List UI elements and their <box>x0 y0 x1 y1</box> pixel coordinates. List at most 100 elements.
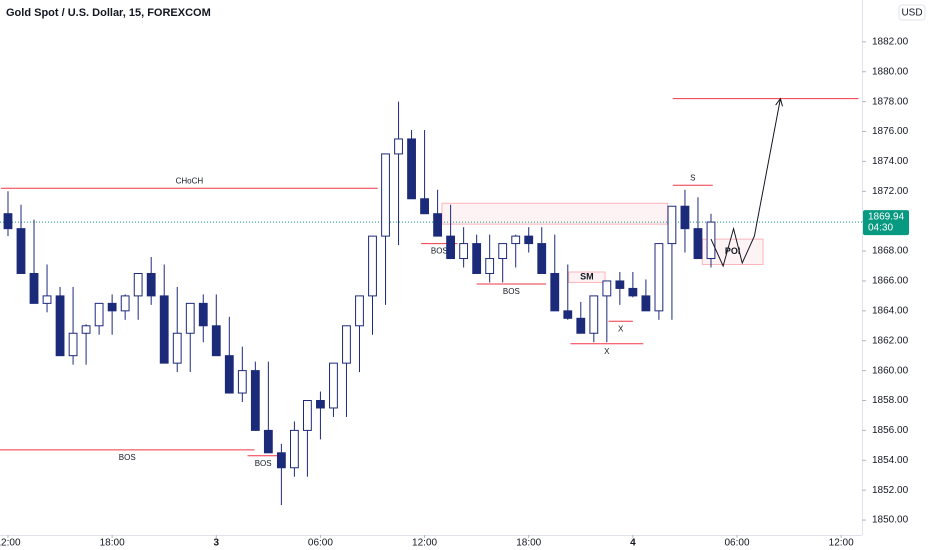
y-tick-label: 1860.00 <box>872 365 909 376</box>
y-tick-label: 1880.00 <box>872 66 909 77</box>
candle-body <box>16 228 26 274</box>
candle-body <box>342 325 351 364</box>
candle-body <box>628 287 638 297</box>
candle-body <box>394 138 403 155</box>
y-tick-label: 1862.00 <box>872 335 909 346</box>
y-tick-label: 1868.00 <box>872 246 909 257</box>
x-tick-label: 06:00 <box>725 538 750 549</box>
candle-body <box>693 228 703 260</box>
y-tick-label: 1876.00 <box>872 126 909 137</box>
x-tick-label: 18:00 <box>516 538 541 549</box>
zone <box>568 271 606 283</box>
candle-body <box>498 243 508 260</box>
chart-title: Gold Spot / U.S. Dollar, 15, FOREXCOM <box>6 7 211 19</box>
candle-body <box>459 243 469 260</box>
candle-body <box>133 272 143 297</box>
y-tick-label: 1856.00 <box>872 425 909 436</box>
candle-body <box>211 325 221 357</box>
y-tick-label: 1854.00 <box>872 455 909 466</box>
currency-box[interactable] <box>898 4 926 21</box>
zone-label: POI <box>725 246 741 256</box>
candle-body <box>667 205 677 245</box>
candle-body <box>615 280 625 289</box>
y-tick-label: 1858.00 <box>872 395 909 406</box>
last-price-box <box>863 210 909 236</box>
candle-body <box>94 302 104 327</box>
currency[interactable]: USD <box>901 8 922 19</box>
y-tick-label: 1850.00 <box>872 515 909 526</box>
level-label: BOS <box>119 453 136 462</box>
candle-body <box>407 138 416 200</box>
x-tick-label: 3 <box>213 538 219 549</box>
candle-body <box>485 258 495 274</box>
y-tick-label: 1882.00 <box>872 36 909 47</box>
candle-body <box>146 272 156 297</box>
candle-body <box>55 295 65 357</box>
candle-body <box>172 332 182 364</box>
y-tick-label: 1878.00 <box>872 96 909 107</box>
countdown-label: 04:30 <box>868 223 893 234</box>
candle-body <box>654 243 664 312</box>
candle-body <box>237 370 247 394</box>
level-label: CHoCH <box>176 176 204 185</box>
candle-body <box>289 429 299 469</box>
candle-body <box>641 295 651 312</box>
x-tick-label: 12:00 <box>412 538 437 549</box>
y-tick-label: 1872.00 <box>872 186 909 197</box>
candle-body <box>511 235 521 245</box>
level-label: BOS <box>255 459 272 468</box>
candle-body <box>250 370 260 431</box>
y-tick-label: 1874.00 <box>872 156 909 167</box>
candle-body <box>81 325 91 334</box>
candle-body <box>433 213 443 237</box>
x-tick-label: 12:00 <box>829 538 854 549</box>
zone-label: SM <box>580 272 594 282</box>
candle-body <box>224 355 234 394</box>
level-label: BOS <box>503 287 520 296</box>
candle-body <box>120 295 130 312</box>
y-tick-label: 1866.00 <box>872 276 909 287</box>
candle-body <box>563 310 573 319</box>
candle-body <box>576 317 586 334</box>
candle-body <box>303 400 312 431</box>
y-tick-label: 1864.00 <box>872 305 909 316</box>
candle-body <box>29 272 39 304</box>
candle-body <box>276 452 286 469</box>
candle-body <box>198 302 208 327</box>
level-label: X <box>618 324 624 333</box>
projection-path <box>710 98 781 268</box>
candle-body <box>316 400 325 409</box>
candle-body <box>159 295 169 364</box>
y-tick-label: 1852.00 <box>872 485 909 496</box>
candle-body <box>680 205 690 230</box>
x-tick-label: 4 <box>630 538 636 549</box>
last-price-label: 1869.94 <box>868 212 905 223</box>
x-tick-label: 12:00 <box>0 538 21 549</box>
x-tick-label: 06:00 <box>308 538 333 549</box>
candle-body <box>368 235 377 297</box>
candle-body <box>263 429 273 454</box>
x-tick-label: 18:00 <box>100 538 125 549</box>
candle-body <box>589 295 599 334</box>
candle-body <box>524 235 534 245</box>
candle-body <box>537 243 547 274</box>
candle-body <box>446 235 456 260</box>
candle-body <box>107 302 117 312</box>
candle-body <box>3 213 13 230</box>
level-label: S <box>690 173 695 182</box>
candle-body <box>420 198 429 215</box>
candle-body <box>472 243 482 274</box>
candle-body <box>68 332 78 357</box>
candle-body <box>329 362 338 409</box>
candle-body <box>381 153 390 237</box>
candle-body <box>185 302 195 334</box>
zone <box>441 202 669 225</box>
level-label: X <box>604 347 610 356</box>
projection-arrowhead <box>775 97 783 107</box>
candle-body <box>42 295 52 304</box>
candle-body <box>602 280 612 297</box>
candle-body <box>355 295 364 327</box>
candle-body <box>550 272 560 312</box>
level-label: BOS <box>431 247 448 256</box>
